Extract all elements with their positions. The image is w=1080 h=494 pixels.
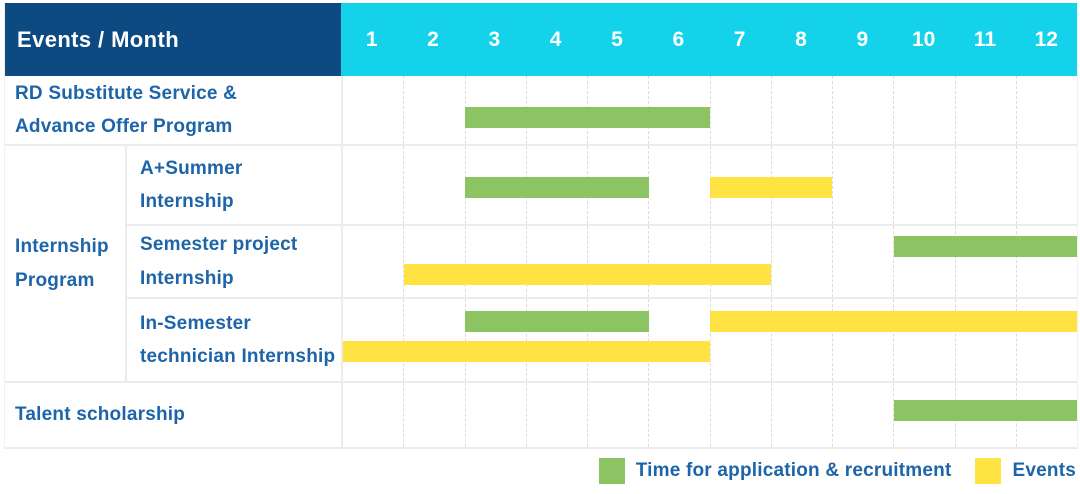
- month-column: [648, 226, 709, 297]
- month-label-3: 3: [488, 27, 501, 51]
- month-column: [832, 383, 893, 447]
- application-legend-swatch: [598, 458, 625, 484]
- month-column: [464, 76, 526, 144]
- month-column: [525, 299, 587, 381]
- row-label: Talent scholarship: [15, 404, 186, 426]
- month-column: [709, 226, 771, 297]
- month-column: [954, 299, 1016, 381]
- event-bar: [343, 341, 710, 362]
- month-column: [832, 299, 893, 381]
- row-label: RD Substitute Service & Advance Offer Pr…: [15, 82, 238, 137]
- month-column: [343, 146, 403, 224]
- month-label-7: 7: [733, 27, 746, 51]
- row-talent-scholarship: Talent scholarship: [5, 381, 1077, 447]
- month-column: [648, 146, 709, 224]
- month-column: [403, 383, 464, 447]
- row-semester-project-internship: Semester project Internship: [127, 224, 1077, 297]
- internship-program-group: Internship Program A+Summer Internship S…: [5, 144, 1077, 381]
- application-bar: [465, 107, 710, 128]
- month-column: [709, 383, 771, 447]
- month-column: [770, 76, 832, 144]
- month-column: [343, 383, 403, 447]
- row-a-summer-internship: A+Summer Internship: [127, 146, 1077, 224]
- month-column: [954, 226, 1016, 297]
- month-column: [403, 299, 464, 381]
- row-chart-area: [341, 299, 1077, 381]
- event-legend-label: Events: [1012, 460, 1076, 481]
- application-legend-label: Time for application & recruitment: [635, 460, 952, 481]
- month-label-5: 5: [611, 27, 623, 51]
- month-column: [832, 76, 893, 144]
- row-label: A+Summer Internship: [140, 157, 243, 212]
- event-bar: [710, 311, 1077, 332]
- month-column: [525, 226, 587, 297]
- month-label-11: 11: [973, 27, 997, 51]
- month-label-4: 4: [549, 27, 562, 51]
- month-column: [343, 76, 403, 144]
- month-column: [403, 146, 464, 224]
- row-chart-area: [341, 226, 1077, 297]
- month-column: [1015, 299, 1077, 381]
- month-column: [343, 226, 403, 297]
- application-bar: [893, 400, 1077, 421]
- month-column: [893, 76, 954, 144]
- month-column: [1015, 226, 1077, 297]
- month-column: [343, 299, 403, 381]
- month-header-strip: 1 2 3 4 5 6 7 8 9 10 11 12: [341, 3, 1077, 76]
- row-chart-area: [341, 146, 1077, 224]
- events-table: Events / Month 1 2 3 4 5 6 7 8 9 10 11 12 RD Substi…: [4, 3, 1078, 449]
- event-legend-swatch: [975, 458, 1002, 484]
- month-column: [832, 146, 893, 224]
- month-column: [770, 299, 832, 381]
- application-bar: [465, 177, 649, 198]
- table-header-row: Events / Month 1 2 3 4 5 6 7 8 9 10 11 12: [5, 3, 1077, 76]
- month-column: [954, 146, 1016, 224]
- row-chart-area: [341, 76, 1077, 144]
- month-column: [403, 76, 464, 144]
- month-label-12: 12: [1034, 27, 1058, 51]
- application-bar: [893, 236, 1077, 257]
- month-column: [648, 299, 709, 381]
- month-label-1: 1: [365, 27, 378, 51]
- event-bar: [404, 264, 772, 285]
- application-bar: [465, 311, 649, 332]
- month-column: [893, 146, 954, 224]
- row-label: In-Semester technician Internship: [140, 312, 336, 367]
- row-in-semester-technician-internship: In-Semester technician Internship: [127, 297, 1077, 381]
- month-label-8: 8: [795, 27, 807, 51]
- month-column: [587, 299, 648, 381]
- month-column: [832, 226, 893, 297]
- month-label-2: 2: [427, 27, 439, 51]
- month-column: [893, 226, 954, 297]
- month-column: [770, 383, 832, 447]
- month-column: [709, 299, 771, 381]
- month-column: [893, 299, 954, 381]
- month-column: [954, 76, 1016, 144]
- group-rows: A+Summer Internship Semester project Int…: [125, 146, 1077, 381]
- month-column: [648, 383, 709, 447]
- month-label-9: 9: [856, 27, 869, 51]
- month-column: [1015, 146, 1077, 224]
- row-rd-substitute: RD Substitute Service & Advance Offer Pr…: [5, 76, 1077, 144]
- month-column: [525, 383, 587, 447]
- header-title: Events / Month: [5, 3, 341, 76]
- month-label-6: 6: [672, 27, 685, 51]
- month-column: [403, 226, 464, 297]
- month-column: [587, 383, 648, 447]
- month-column: [709, 76, 771, 144]
- row-label: Semester project Internship: [140, 234, 298, 289]
- month-column: [1015, 76, 1077, 144]
- month-column: [464, 299, 526, 381]
- group-label: Internship Program: [15, 236, 109, 291]
- month-column: [464, 383, 526, 447]
- event-bar: [710, 177, 833, 198]
- month-label-10: 10: [911, 27, 936, 51]
- month-column: [587, 226, 648, 297]
- month-column: [464, 146, 526, 224]
- legend: Time for application & recruitment Event…: [598, 456, 1076, 486]
- row-chart-area: [341, 383, 1077, 447]
- month-column: [464, 226, 526, 297]
- month-column: [770, 226, 832, 297]
